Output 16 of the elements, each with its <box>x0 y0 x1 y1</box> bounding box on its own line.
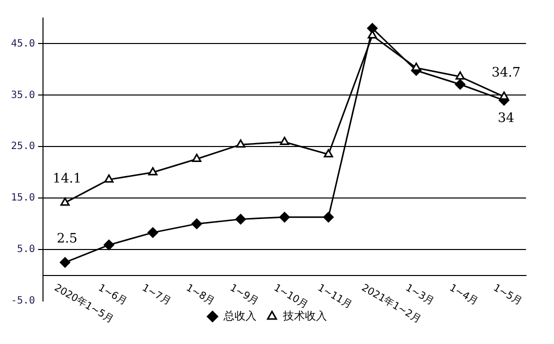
legend-label: 总收入 <box>222 309 256 322</box>
data-label: 34.7 <box>492 66 521 81</box>
x-tick-label: 1~7月 <box>140 282 172 308</box>
x-tick-label: 1~5月 <box>491 282 524 308</box>
data-label: 2.5 <box>56 231 78 246</box>
x-tick-label: 1~9月 <box>228 282 260 308</box>
data-label: 14.1 <box>52 172 82 187</box>
y-tick-label: 5.0 <box>17 244 36 256</box>
y-tick-label: 25.0 <box>10 141 36 152</box>
data-label: 34 <box>498 111 514 126</box>
y-tick-label: 15.0 <box>10 192 36 204</box>
y-tick-label: 35.0 <box>10 90 36 101</box>
legend-label: 技术收入 <box>282 309 327 322</box>
x-tick-label: 1~6月 <box>96 282 129 308</box>
y-tick-label: -5.0 <box>10 296 36 307</box>
y-tick-label: 45.0 <box>10 38 36 50</box>
